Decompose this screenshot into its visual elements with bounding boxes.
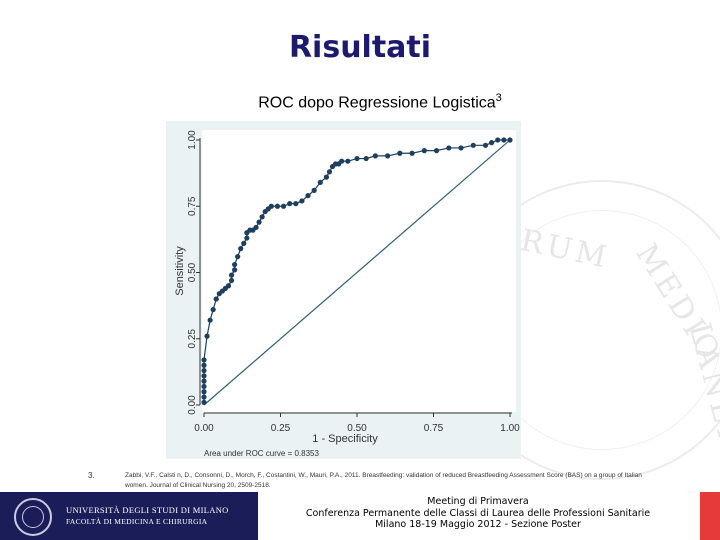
- roc-point: [235, 254, 241, 260]
- roc-point: [409, 150, 415, 156]
- chart-subtitle: ROC dopo Regressione Logistica3: [258, 92, 502, 112]
- reference-line-group: [203, 139, 511, 406]
- roc-point: [201, 394, 207, 400]
- roc-point: [470, 142, 476, 148]
- auc-note: Area under ROC curve = 0.8353: [204, 449, 320, 458]
- roc-point: [225, 283, 232, 289]
- roc-point: [501, 137, 507, 143]
- reference-line: [203, 139, 511, 406]
- x-axis-label: 1 - Specificity: [312, 433, 378, 445]
- university-logo-inner: [22, 506, 44, 528]
- footer-line-3: Milano 18-19 Maggio 2012 - Sezione Poste…: [375, 519, 581, 530]
- reference-number: 3.: [88, 471, 95, 480]
- roc-point: [458, 145, 464, 151]
- roc-point: [397, 150, 403, 156]
- roc-point: [241, 240, 247, 246]
- roc-point: [482, 142, 489, 148]
- x-tick-label: 1.00: [500, 423, 520, 434]
- chart-axes: [196, 138, 512, 417]
- roc-point: [280, 203, 287, 209]
- roc-point: [507, 137, 513, 143]
- roc-point: [354, 155, 360, 162]
- roc-point: [232, 267, 238, 273]
- roc-point: [256, 219, 262, 225]
- footer-line-2: Conferenza Permanente delle Classi di La…: [305, 507, 651, 519]
- roc-point: [372, 153, 378, 159]
- roc-point: [228, 277, 235, 284]
- roc-point: [268, 203, 274, 209]
- roc-point: [345, 158, 351, 164]
- roc-point: [299, 198, 305, 204]
- roc-point: [201, 389, 207, 395]
- roc-point: [207, 317, 213, 323]
- roc-point: [201, 383, 207, 390]
- roc-point: [274, 203, 281, 209]
- roc-point: [287, 201, 293, 207]
- roc-point: [228, 272, 235, 278]
- roc-point: [495, 137, 501, 143]
- x-tick-label: 0.00: [194, 423, 214, 434]
- roc-point: [446, 145, 452, 151]
- y-tick-label: 1.00: [187, 130, 198, 150]
- footer-university: UNIVERSITÀ DEGLI STUDI DI MILANO: [66, 505, 229, 515]
- y-tick-label: 0.00: [187, 395, 198, 415]
- roc-point: [201, 362, 207, 368]
- x-tick-label: 0.50: [347, 423, 367, 434]
- roc-point: [339, 158, 345, 164]
- roc-points-group: [201, 137, 513, 405]
- roc-point: [363, 155, 369, 162]
- roc-point: [489, 140, 495, 146]
- footer-faculty: FACOLTÀ DI MEDICINA E CHIRURGIA: [66, 517, 208, 526]
- y-axis-label: Sensitivity: [174, 246, 186, 296]
- roc-point: [201, 373, 207, 379]
- footer-line-1: Meeting di Primavera: [427, 496, 529, 507]
- y-tick-labels: 0.00 0.25 0.50 0.75 1.00: [187, 130, 198, 415]
- roc-point: [201, 357, 207, 363]
- x-tick-label: 0.25: [271, 423, 291, 434]
- roc-point: [311, 187, 317, 193]
- university-logo: [14, 498, 52, 536]
- roc-point: [421, 148, 427, 154]
- footer-conference: Meeting di Primavera Conferenza Permanen…: [258, 496, 698, 531]
- roc-point: [201, 399, 207, 405]
- x-tick-label: 0.75: [424, 423, 444, 434]
- roc-point: [326, 169, 333, 175]
- y-tick-label: 0.75: [187, 196, 198, 216]
- x-tick-labels: 0.00 0.25 0.50 0.75 1.00: [194, 423, 520, 434]
- roc-point: [204, 333, 210, 339]
- reference-citation: Zabbi, V.F., Calsti n, D., Consonni, D.,…: [125, 472, 642, 489]
- roc-point: [259, 214, 265, 220]
- roc-point: [293, 201, 299, 207]
- y-tick-label: 0.50: [187, 262, 198, 282]
- roc-point: [232, 261, 238, 268]
- roc-point: [385, 153, 391, 159]
- y-tick-label: 0.25: [187, 329, 198, 349]
- roc-point: [244, 235, 250, 241]
- roc-point: [317, 179, 323, 185]
- roc-point: [213, 296, 219, 302]
- roc-point: [323, 174, 329, 180]
- roc-point: [210, 307, 216, 313]
- roc-point: [201, 367, 207, 374]
- roc-point: [201, 378, 207, 384]
- roc-point: [433, 148, 440, 154]
- footer-accent: [700, 492, 720, 540]
- slide-title: Risultati: [288, 30, 432, 65]
- roc-point: [238, 246, 244, 252]
- roc-point: [305, 193, 311, 199]
- roc-point: [253, 224, 259, 231]
